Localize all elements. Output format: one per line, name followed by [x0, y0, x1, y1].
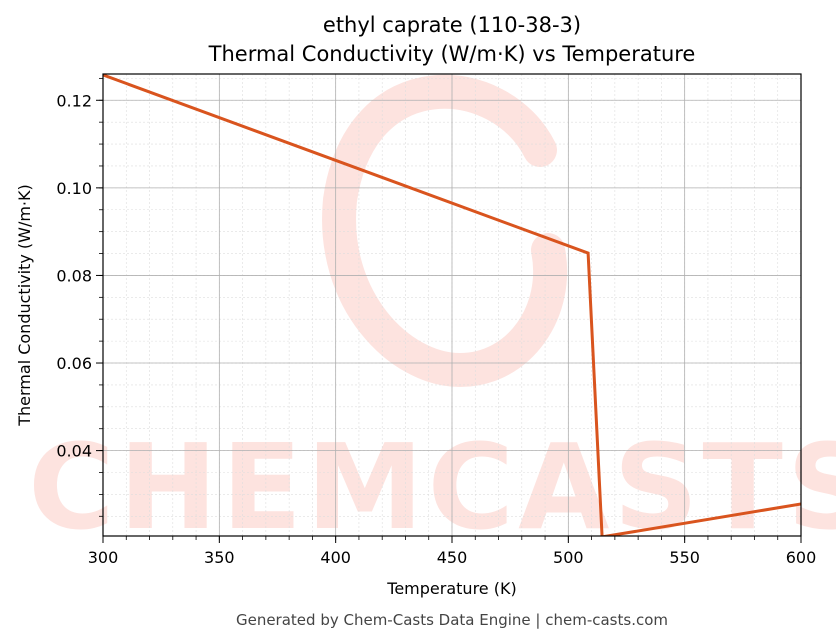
watermark-c-mark — [322, 74, 568, 388]
x-axis-label: Temperature (K) — [386, 579, 516, 598]
y-tick-label: 0.06 — [56, 354, 92, 373]
x-tick-label: 350 — [204, 548, 235, 567]
x-tick-label: 550 — [669, 548, 700, 567]
y-tick-label: 0.04 — [56, 442, 92, 461]
x-tick-labels: 300 350 400 450 500 550 600 — [88, 548, 817, 567]
y-tick-label: 0.10 — [56, 179, 92, 198]
footer-text: Generated by Chem-Casts Data Engine | ch… — [236, 611, 668, 629]
y-tick-label: 0.12 — [56, 91, 92, 110]
x-tick-label: 450 — [437, 548, 468, 567]
chart-title: ethyl caprate (110-38-3) — [323, 13, 581, 37]
watermark-text: CHEMCASTS — [28, 418, 836, 556]
x-tick-label: 500 — [553, 548, 584, 567]
y-tick-labels: 0.04 0.06 0.08 0.10 0.12 — [56, 91, 92, 460]
x-tick-label: 400 — [320, 548, 351, 567]
x-tick-label: 600 — [786, 548, 817, 567]
watermark-logo: CHEMCASTS — [28, 74, 836, 556]
chart-subtitle: Thermal Conductivity (W/m·K) vs Temperat… — [208, 42, 696, 66]
y-tick-label: 0.08 — [56, 266, 92, 285]
axis-ticks — [96, 77, 802, 543]
x-tick-label: 300 — [88, 548, 119, 567]
series-line — [103, 74, 801, 536]
y-axis-label: Thermal Conductivity (W/m·K) — [15, 184, 34, 427]
